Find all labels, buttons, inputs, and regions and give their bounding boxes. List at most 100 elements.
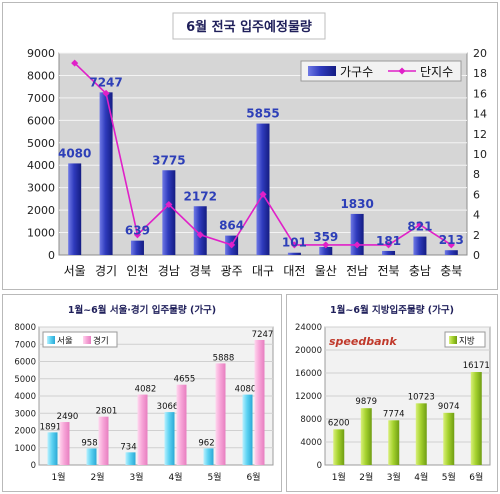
bar-data-label: 4080: [58, 146, 91, 160]
bar: [215, 363, 226, 465]
regional-chart-panel: 1월~6월 지방입주물량 (가구) 0 4000 8000 12000 16000 2000…: [286, 294, 498, 492]
x-tick-label: 인천: [126, 263, 148, 278]
x-tick-label: 1월: [332, 471, 346, 483]
bar-data-label: 2490: [57, 412, 79, 422]
bar: [319, 246, 333, 255]
line-point: [228, 241, 236, 249]
x-tick-label: 울산: [315, 264, 337, 278]
bar: [162, 170, 176, 255]
legend-label: 단지수: [420, 65, 453, 79]
y-right-tick-label: 2: [473, 229, 480, 242]
y-left-tick-label: 1000: [27, 227, 55, 240]
line-point: [102, 89, 110, 97]
bar-data-label: 359: [313, 230, 338, 244]
y-right-tick-label: 14: [473, 108, 487, 121]
x-tick-label: 경북: [189, 264, 211, 278]
bar: [360, 408, 372, 465]
y-left-tick-label: 2000: [27, 204, 55, 217]
bar: [203, 448, 214, 465]
legend-swatch-bar: [308, 66, 336, 76]
x-tick-label: 3월: [129, 471, 143, 483]
chart-title: 1월~6월 지방입주물량 (가구): [330, 304, 454, 316]
x-tick-label: 대구: [252, 264, 274, 278]
bar: [444, 250, 458, 255]
bar-data-label: 6200: [328, 418, 350, 428]
bar-data-label: 7247: [252, 330, 274, 340]
bar: [388, 420, 400, 465]
bar: [99, 92, 113, 255]
bar-data-label: 101: [282, 236, 307, 250]
legend-swatch: [47, 336, 55, 344]
x-tick-label: 4월: [414, 471, 428, 483]
chart-title: 1월~6월 서울·경기 입주물량 (가구): [68, 304, 216, 316]
bar-data-label: 734: [120, 442, 136, 452]
bar: [193, 206, 207, 255]
line-point: [447, 241, 455, 249]
speedbank-logo: speedbank: [329, 335, 397, 348]
bar-data-label: 7247: [89, 75, 122, 89]
legend-swatch-marker: [398, 67, 406, 75]
bar: [413, 236, 427, 255]
y-tick-label: 6000: [14, 358, 36, 368]
legend-label: 지방: [459, 336, 475, 347]
legend-label: 서울: [57, 337, 73, 347]
bar-data-label: 9074: [438, 402, 460, 412]
bar: [125, 452, 136, 465]
y-right-tick-label: 4: [473, 209, 480, 222]
y-tick-label: 4000: [14, 392, 36, 402]
y-right-tick-label: 10: [473, 148, 487, 161]
y-left-tick-label: 0: [48, 249, 55, 262]
y-tick-label: 3000: [14, 409, 36, 419]
june-supply-chart: 6월 전국 입주예정물량 0 1000 2000 3000 4000 5000 6000 700…: [27, 12, 487, 278]
bar-data-label: 7774: [383, 409, 405, 419]
legend-label: 가구수: [340, 65, 373, 79]
bar-data-label: 5888: [213, 353, 235, 363]
bar: [254, 339, 265, 465]
x-tick-label: 1월: [51, 471, 65, 483]
x-tick-label: 경남: [158, 264, 180, 278]
seoul-gyeonggi-chart: 1월~6월 서울·경기 입주물량 (가구) 0 1000 2000 3000 4000 50…: [14, 304, 274, 483]
bar-data-label: 2172: [184, 189, 217, 203]
bar-data-label: 1891: [40, 422, 62, 432]
legend-box: [42, 331, 118, 348]
x-tick-label: 5월: [207, 471, 221, 483]
bar-data-label: 3066: [157, 402, 179, 412]
line-point: [133, 231, 141, 239]
line-point: [259, 190, 267, 198]
bar-data-label: 3775: [152, 153, 185, 167]
x-tick-label: 6월: [469, 471, 483, 483]
bar: [98, 416, 109, 465]
title-box: [172, 12, 326, 40]
y-right-tick-label: 20: [473, 47, 487, 60]
bar-data-label: 5855: [246, 107, 279, 121]
bar: [256, 123, 270, 256]
x-tick-label: 경기: [95, 264, 117, 278]
regional-supply-chart: 1월~6월 지방입주물량 (가구) 0 4000 8000 12000 16000 2000…: [295, 304, 491, 483]
bar: [137, 394, 148, 465]
bar: [287, 252, 301, 255]
x-tick-label: 6월: [246, 471, 260, 483]
y-right-tick-label: 0: [473, 249, 480, 262]
bar: [382, 250, 396, 255]
y-tick-label: 12000: [295, 392, 322, 402]
seoul-gyeonggi-chart-panel: 1월~6월 서울·경기 입주물량 (가구) 0 1000 2000 3000 4000 50…: [2, 294, 282, 492]
x-tick-label: 서울: [64, 264, 86, 278]
y-tick-label: 24000: [295, 323, 322, 333]
x-tick-label: 광주: [221, 264, 243, 278]
bar: [130, 240, 144, 255]
bar: [86, 448, 97, 465]
y-tick-label: 8000: [300, 415, 322, 425]
legend-box: [300, 60, 462, 82]
bar: [350, 213, 364, 255]
line-point: [165, 200, 173, 209]
y-tick-label: 8000: [14, 323, 36, 333]
bar-data-label: 4080: [235, 385, 257, 395]
y-right-tick-label: 12: [473, 128, 487, 141]
y-left-tick-label: 8000: [27, 69, 55, 82]
x-tick-label: 전남: [346, 264, 368, 278]
bar-data-label: 9879: [355, 397, 377, 407]
x-tick-label: 전북: [377, 264, 399, 278]
bar: [68, 163, 82, 255]
bar-data-label: 2801: [96, 407, 118, 417]
x-tick-label: 4월: [168, 471, 182, 483]
